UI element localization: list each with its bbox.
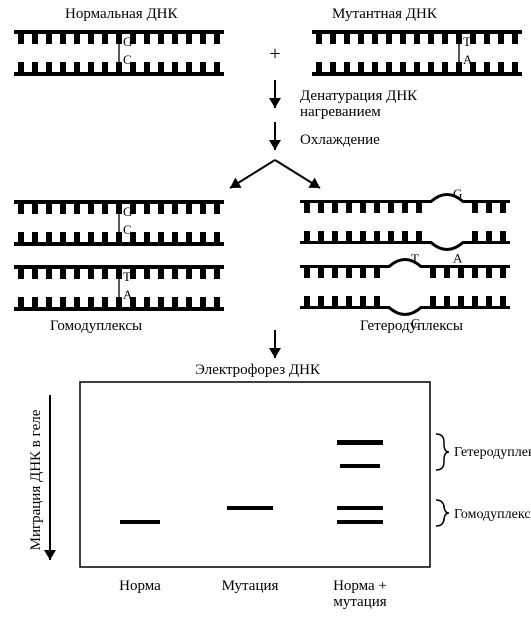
gel-band [227,506,273,510]
label-migration: Миграция ДНК в геле [28,409,44,550]
svg-text:T: T [411,251,419,266]
dna-rail [14,242,224,246]
gel-band [337,440,383,445]
dna-rail [312,30,522,34]
dna-rail [14,307,224,311]
label-denature: нагреванием [300,104,381,120]
dna-rail [14,72,224,76]
svg-text:T: T [463,34,471,49]
brace [436,500,449,526]
label-denature: Денатурация ДНК [300,88,418,104]
svg-text:T: T [123,269,131,284]
gel-band [340,464,380,468]
dna-rail [312,72,522,76]
gel-band [337,520,383,524]
dna-rail [14,200,224,204]
label-electrophoresis: Электрофорез ДНК [195,362,321,378]
dna-rail [14,265,224,269]
label-homoduplex: Гомодуплексы [50,318,142,334]
lane-label: мутация [333,594,386,610]
title-mutant: Мутантная ДНК [332,6,438,22]
gel-box [80,382,430,567]
label-cool: Охлаждение [300,132,380,148]
plus-sign: + [269,43,280,65]
gel-band [337,506,383,510]
brace-label-homo: Гомодуплексы [454,507,531,522]
svg-text:G: G [453,186,462,201]
lane-label: Норма + [333,578,387,594]
lane-label: Мутация [222,578,279,594]
dna-rail [300,308,510,315]
lane-label: Норма [119,578,161,594]
gel-band [120,520,160,524]
svg-text:A: A [453,251,463,266]
brace [436,434,449,470]
dna-rail [14,30,224,34]
label-heteroduplex: Гетеродуплексы [360,318,463,334]
title-normal: Нормальная ДНК [65,6,179,22]
brace-label-hetero: Гетеродуплексы [454,445,531,460]
dna-rail [300,260,510,267]
dna-rail [300,195,510,202]
dna-rail [300,243,510,250]
